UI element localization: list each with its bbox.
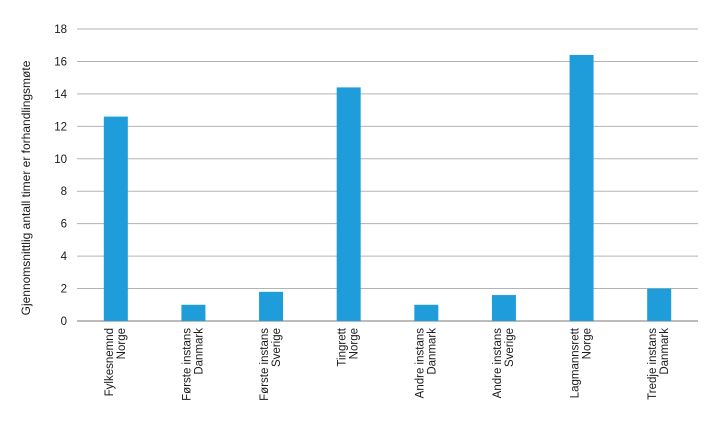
x-tick-label-line: Tredje instans bbox=[647, 328, 659, 400]
x-axis-ticks: Fylkesnemnd Norge Første instans Danmark Før… bbox=[104, 327, 671, 401]
x-tick-label-line: Tingrett bbox=[337, 327, 349, 366]
bar bbox=[414, 304, 439, 321]
x-tick-label-line: Første instans bbox=[259, 328, 271, 401]
y-axis-ticks: 0 2 4 6 8 10 12 14 16 18 bbox=[54, 24, 67, 328]
gridlines bbox=[77, 28, 698, 322]
x-tick-label-line: Norge bbox=[582, 328, 594, 359]
x-tick-label-line: Lagmannsrett bbox=[570, 327, 582, 398]
y-tick-label: 12 bbox=[54, 121, 67, 133]
y-tick-label: 14 bbox=[54, 89, 67, 101]
x-tick-label-line: Sverige bbox=[504, 328, 516, 367]
x-tick-label-line: Danmark bbox=[193, 328, 205, 375]
x-tick-label-line: Norge bbox=[349, 328, 361, 359]
x-tick-label-line: Danmark bbox=[659, 328, 671, 375]
y-tick-label: 0 bbox=[61, 316, 67, 328]
y-tick-label: 6 bbox=[61, 219, 67, 231]
x-tick-label-line: Norge bbox=[116, 328, 128, 359]
x-tick-label: Første instans Sverige bbox=[259, 328, 283, 401]
x-tick-label-line: Danmark bbox=[426, 328, 438, 375]
x-tick-label: Andre instans Sverige bbox=[492, 328, 516, 399]
x-tick-label-line: Fylkesnemnd bbox=[104, 328, 116, 396]
bar bbox=[647, 288, 672, 321]
y-tick-label: 4 bbox=[61, 251, 68, 263]
y-tick-label: 16 bbox=[54, 56, 67, 68]
x-tick-label-line: Andre instans bbox=[414, 328, 426, 399]
bar bbox=[103, 116, 128, 321]
x-tick-label-line: Andre instans bbox=[492, 328, 504, 399]
bars bbox=[103, 54, 672, 322]
bar bbox=[336, 87, 361, 322]
x-tick-label: Fylkesnemnd Norge bbox=[104, 328, 128, 396]
y-tick-label: 10 bbox=[54, 154, 67, 166]
y-tick-label: 18 bbox=[54, 24, 67, 36]
x-tick-label: Lagmannsrett Norge bbox=[570, 327, 594, 398]
bar bbox=[491, 295, 516, 321]
x-tick-label: Tingrett Norge bbox=[337, 327, 361, 366]
x-tick-label: Første instans Danmark bbox=[181, 328, 205, 401]
bar bbox=[259, 291, 284, 321]
x-tick-label: Andre instans Danmark bbox=[414, 328, 438, 399]
y-tick-label: 8 bbox=[61, 186, 67, 198]
x-tick-label-line: Første instans bbox=[181, 328, 193, 401]
bar bbox=[569, 54, 594, 321]
bar bbox=[181, 304, 206, 321]
x-tick-label-line: Sverige bbox=[271, 328, 283, 367]
y-axis-label: Gjennomsnittlig antall timer er forhandl… bbox=[19, 60, 33, 315]
y-tick-label: 2 bbox=[61, 284, 67, 296]
x-tick-label: Tredje instans Danmark bbox=[647, 328, 671, 400]
